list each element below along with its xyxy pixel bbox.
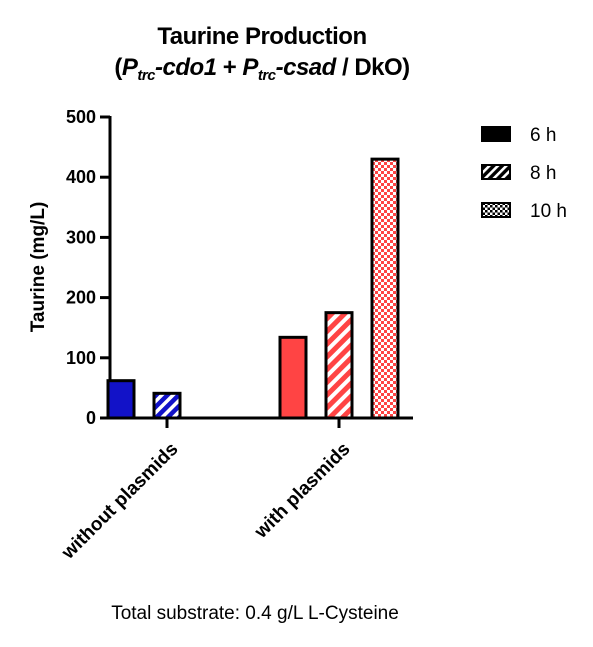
y-tick-label: 300 [66, 227, 96, 247]
legend: 6 h 8 h 10 h [481, 125, 567, 222]
x-axis-ticks [165, 418, 341, 428]
subtitle-promoter-2-sub: trc [258, 67, 277, 84]
subtitle-gene-1: -cdo1 [155, 54, 217, 81]
y-tick-label: 100 [66, 348, 96, 368]
y-axis-title: Taurine (mg/L) [28, 202, 49, 333]
subtitle-gene-2: -csad [276, 54, 338, 81]
bar-with-plasmids-8h [324, 311, 354, 420]
subtitle-promoter-1-sub: trc [137, 67, 156, 84]
legend-label: 6 h [530, 125, 556, 146]
bar-with-plasmids-10h [370, 157, 400, 420]
subtitle-tail: / DkO) [336, 54, 410, 81]
legend-swatch-10h [481, 202, 511, 218]
legend-label: 10 h [530, 201, 567, 222]
y-tick-label: 400 [66, 167, 96, 187]
subtitle-open-paren: ( [114, 54, 122, 81]
bar-without-plasmids-8h [152, 391, 182, 420]
y-tick-label: 500 [66, 107, 96, 127]
bar-with-plasmids-6h [278, 335, 308, 420]
legend-label: 8 h [530, 163, 556, 184]
subtitle-promoter-1: P [122, 54, 139, 81]
y-tick-label: 200 [66, 288, 96, 308]
y-tick-label: 0 [86, 408, 96, 428]
subtitle-promoter-2: P [242, 54, 259, 81]
substrate-footnote: Total substrate: 0.4 g/L L-Cysteine [111, 603, 399, 624]
y-axis-ticks: 0 100 200 300 400 500 [66, 107, 110, 428]
legend-swatch-8h [481, 164, 511, 180]
subtitle-plus: + [217, 54, 243, 81]
chart-subtitle: (Ptrc-cdo1 + Ptrc-csad / DkO) [114, 54, 409, 84]
category-label: without plasmids [57, 439, 182, 564]
legend-swatch-6h [481, 126, 511, 142]
bar-without-plasmids-6h [106, 379, 136, 420]
chart-title: Taurine Production [157, 23, 366, 50]
category-label: with plasmids [250, 439, 354, 543]
bars [106, 157, 400, 420]
category-labels: without plasmids with plasmids [57, 439, 354, 564]
